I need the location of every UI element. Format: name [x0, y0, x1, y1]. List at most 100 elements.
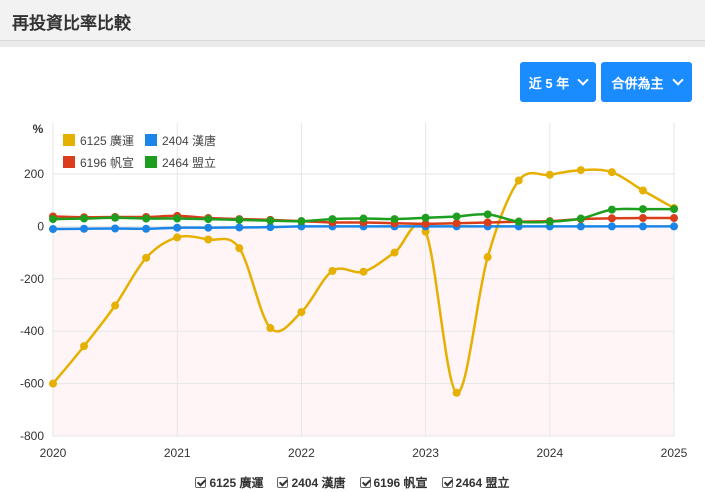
series-toggle-label: 2404 漢唐 — [291, 476, 346, 490]
data-point — [390, 248, 399, 257]
legend-entry-label: 6125 廣運 — [80, 134, 134, 148]
data-point — [670, 214, 678, 223]
data-point — [514, 176, 523, 185]
legend-entry-label: 6196 帆宣 — [80, 155, 134, 170]
checkbox-checked-icon[interactable] — [441, 477, 453, 488]
data-point — [142, 253, 151, 262]
data-point — [80, 214, 89, 223]
reinvestment-ratio-chart: 200 0 -200 -400 -600 -800 2020 2021 2022 2023 2024… — [20, 122, 688, 460]
data-point — [328, 215, 337, 224]
data-point — [607, 205, 616, 214]
series-toggle[interactable]: 6125 廣運 — [195, 474, 263, 491]
data-point — [111, 301, 120, 310]
data-point — [576, 214, 585, 223]
data-point — [514, 217, 523, 226]
x-tick-label: 2024 — [536, 446, 563, 460]
data-point — [545, 217, 554, 226]
series-toggle[interactable]: 2404 漢唐 — [277, 474, 346, 491]
data-point — [204, 215, 213, 224]
legend-swatch — [145, 134, 157, 146]
data-point — [49, 379, 57, 388]
data-point — [576, 222, 585, 231]
data-point — [204, 223, 213, 232]
series-toggle-label: 6125 廣運 — [209, 476, 264, 490]
data-point — [80, 224, 89, 233]
page-header: 再投資比率比較 — [0, 0, 705, 41]
data-point — [204, 235, 213, 244]
data-point — [359, 267, 368, 276]
data-point — [670, 222, 678, 231]
chevron-down-icon — [577, 74, 589, 86]
header-divider — [0, 41, 705, 47]
data-point — [235, 244, 244, 253]
data-point — [452, 212, 461, 221]
data-point — [638, 186, 647, 195]
data-point — [173, 223, 182, 232]
x-tick-label: 2025 — [661, 446, 688, 460]
data-point — [483, 253, 492, 262]
y-tick-label: -400 — [20, 324, 44, 338]
data-point — [390, 215, 399, 224]
y-tick-label: 0 — [37, 219, 44, 233]
legend-swatch — [63, 134, 75, 146]
data-point — [421, 219, 430, 228]
y-axis-unit-label: % — [33, 122, 44, 136]
data-point — [266, 223, 275, 232]
data-point — [235, 215, 244, 224]
checkbox-checked-icon[interactable] — [195, 477, 207, 488]
series-toggle-label: 6196 帆宣 — [373, 476, 428, 490]
data-point — [452, 388, 461, 397]
series-line-0 — [52, 168, 675, 395]
y-tick-label: 200 — [24, 167, 44, 181]
data-point — [607, 222, 616, 231]
data-point — [80, 342, 89, 351]
data-point — [235, 223, 244, 232]
legend-entry-label: 2464 盟立 — [162, 155, 216, 170]
series-toggle-label: 2464 盟立 — [455, 476, 510, 490]
data-point — [670, 205, 678, 214]
checkbox-checked-icon[interactable] — [359, 477, 371, 488]
series-toggle-legend: 6125 廣運 2404 漢唐 6196 帆宣 2464 盟立 — [0, 474, 705, 491]
page-title: 再投資比率比較 — [12, 14, 131, 33]
data-point — [638, 205, 647, 214]
data-point — [638, 214, 647, 223]
x-tick-label: 2020 — [40, 446, 67, 460]
x-tick-label: 2022 — [288, 446, 315, 460]
data-point — [607, 168, 616, 177]
data-point — [452, 219, 461, 228]
data-point — [483, 210, 492, 219]
data-point — [297, 217, 306, 226]
data-point — [421, 213, 430, 222]
period-dropdown-button[interactable]: 近 5 年 — [520, 62, 596, 102]
data-point — [576, 166, 585, 175]
data-point — [328, 266, 337, 275]
mode-dropdown-button[interactable]: 合併為主 — [601, 62, 692, 102]
period-label: 近 5 年 — [528, 75, 570, 91]
mode-label: 合併為主 — [611, 75, 664, 91]
x-tick-label: 2021 — [164, 446, 191, 460]
data-point — [111, 213, 120, 222]
y-tick-label: -800 — [20, 429, 44, 443]
data-point — [173, 233, 182, 242]
data-point — [142, 214, 151, 223]
data-point — [266, 324, 275, 333]
data-point — [173, 214, 182, 223]
series-toggle[interactable]: 2464 盟立 — [441, 474, 510, 491]
data-point — [638, 222, 647, 231]
data-point — [49, 225, 57, 234]
data-point — [483, 218, 492, 227]
chevron-down-icon — [671, 74, 684, 86]
y-tick-label: -200 — [20, 272, 44, 286]
checkbox-checked-icon[interactable] — [277, 477, 289, 488]
data-point — [142, 224, 151, 233]
data-point — [297, 308, 306, 317]
y-tick-label: -600 — [20, 377, 44, 391]
legend-swatch — [63, 156, 75, 168]
data-point — [111, 224, 120, 233]
data-point — [49, 215, 57, 224]
data-point — [359, 214, 368, 223]
series-toggle[interactable]: 6196 帆宣 — [359, 474, 428, 491]
data-point — [545, 170, 554, 179]
legend-swatch — [145, 156, 157, 168]
data-point — [266, 216, 275, 225]
